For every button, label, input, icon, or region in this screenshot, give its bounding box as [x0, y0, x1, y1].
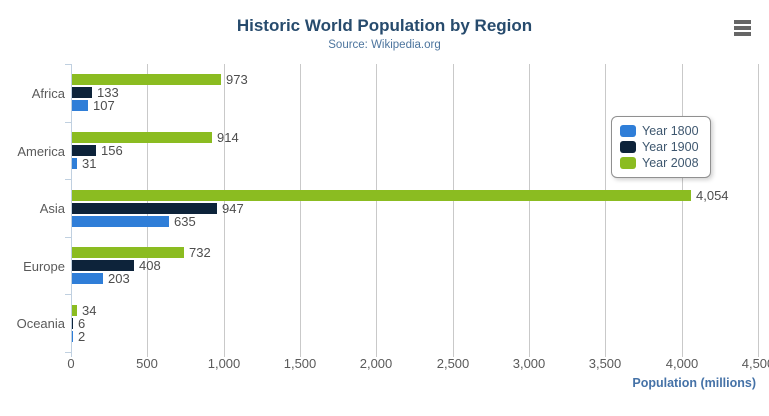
chart-subtitle: Source: Wikipedia.org — [328, 39, 441, 51]
bar-value-label-europe-year-1900: 408 — [139, 258, 161, 273]
legend-swatch-year-1800 — [620, 125, 636, 137]
plot-area: 973 133 107 914 156 31 4,054 947 635 732 408 203 34 6… — [65, 64, 759, 357]
legend-item-year-1800[interactable]: Year 1800 — [620, 123, 699, 139]
bar-value-label-oceania-year-2008: 34 — [82, 303, 97, 318]
x-axis-label-4000: 4,000 — [665, 356, 699, 371]
x-axis-label-3500: 3,500 — [588, 356, 622, 371]
bar-value-label-america-year-1900: 156 — [101, 143, 123, 158]
category-label-oceania: Oceania — [16, 315, 65, 331]
bar-value-label-africa-year-1800: 107 — [93, 98, 115, 113]
bar-asia-year-2008[interactable] — [72, 190, 691, 201]
x-axis-label-0: 0 — [67, 356, 75, 371]
bar-value-label-oceania-year-1900: 6 — [78, 316, 86, 331]
category-axis-line — [71, 64, 72, 357]
x-axis-tick-1500 — [300, 352, 301, 357]
context-menu-button[interactable] — [732, 19, 753, 39]
x-axis-label-2000: 2,000 — [359, 356, 393, 371]
bar-oceania-year-1800[interactable] — [72, 331, 73, 342]
value-axis-labels: 0 500 1,000 1,500 2,000 2,500 3,000 3,500 4,000 4… — [67, 356, 769, 372]
x-axis-label-3000: 3,000 — [512, 356, 546, 371]
category-label-europe: Europe — [23, 258, 65, 274]
category-axis-tick — [65, 352, 71, 353]
x-axis-tick-2000 — [376, 352, 377, 357]
bar-value-label-america-year-2008: 914 — [217, 130, 239, 145]
bar-oceania-year-2008[interactable] — [72, 305, 78, 316]
bar-europe-year-1800[interactable] — [72, 273, 103, 284]
bar-value-label-europe-year-1800: 203 — [108, 271, 130, 286]
x-axis-title: Population (millions) — [632, 376, 756, 390]
bar-value-label-africa-year-2008: 973 — [226, 72, 248, 87]
x-axis-label-2500: 2,500 — [436, 356, 470, 371]
gridline-1500 — [300, 64, 301, 352]
chart-title: Historic World Population by Region — [236, 16, 533, 35]
bar-america-year-1900[interactable] — [72, 145, 96, 156]
legend-label-year-2008: Year 2008 — [642, 156, 699, 170]
gridline-3500 — [605, 64, 606, 352]
bar-asia-year-1800[interactable] — [72, 216, 169, 227]
x-axis-label-1000: 1,000 — [207, 356, 241, 371]
gridline-2000 — [376, 64, 377, 352]
category-axis-tick — [65, 294, 71, 295]
bar-value-label-america-year-1800: 31 — [82, 156, 97, 171]
gridline-1000 — [224, 64, 225, 352]
bar-africa-year-1900[interactable] — [72, 87, 93, 98]
bar-asia-year-1900[interactable] — [72, 203, 217, 214]
x-axis-label-4500: 4,500 — [741, 356, 769, 371]
gridline-3000 — [529, 64, 530, 352]
bar-africa-year-2008[interactable] — [72, 74, 221, 85]
bar-europe-year-2008[interactable] — [72, 247, 184, 258]
category-axis-tick — [65, 237, 71, 238]
gridline-4500 — [758, 64, 759, 352]
hamburger-icon — [733, 20, 752, 36]
legend-label-year-1800: Year 1800 — [642, 124, 699, 138]
x-axis-tick-4000 — [682, 352, 683, 357]
bar-value-label-europe-year-2008: 732 — [189, 245, 211, 260]
bar-value-label-asia-year-1800: 635 — [174, 214, 196, 229]
category-axis-labels: Africa America Asia Europe Oceania — [0, 64, 65, 352]
legend-item-year-2008[interactable]: Year 2008 — [620, 155, 699, 171]
category-label-asia: Asia — [39, 200, 65, 216]
legend: Year 1800 Year 1900 Year 2008 — [611, 116, 711, 178]
category-axis-tick — [65, 179, 71, 180]
bar-value-label-oceania-year-1800: 2 — [78, 329, 86, 344]
bar-value-label-africa-year-1900: 133 — [97, 85, 119, 100]
category-label-america: America — [17, 143, 65, 159]
bar-europe-year-1900[interactable] — [72, 260, 135, 271]
bar-america-year-2008[interactable] — [72, 132, 212, 143]
legend-swatch-year-2008 — [620, 157, 636, 169]
x-axis-tick-2500 — [453, 352, 454, 357]
gridline-4000 — [682, 64, 683, 352]
x-axis-tick-500 — [147, 352, 148, 357]
category-axis-tick — [65, 64, 71, 65]
x-axis-tick-3500 — [605, 352, 606, 357]
x-axis-label-1500: 1,500 — [283, 356, 317, 371]
bar-america-year-1800[interactable] — [72, 158, 77, 169]
bar-value-label-asia-year-1900: 947 — [222, 201, 244, 216]
category-axis-tick — [65, 122, 71, 123]
x-axis-label-500: 500 — [136, 356, 158, 371]
x-axis-tick-3000 — [529, 352, 530, 357]
category-label-africa: Africa — [31, 85, 65, 101]
x-axis-tick-1000 — [224, 352, 225, 357]
legend-label-year-1900: Year 1900 — [642, 140, 699, 154]
legend-swatch-year-1900 — [620, 141, 636, 153]
x-axis-tick-4500 — [758, 352, 759, 357]
bar-africa-year-1800[interactable] — [72, 100, 89, 111]
bar-value-label-asia-year-2008: 4,054 — [696, 188, 729, 203]
legend-item-year-1900[interactable]: Year 1900 — [620, 139, 699, 155]
bar-oceania-year-1900[interactable] — [72, 318, 73, 329]
gridline-2500 — [453, 64, 454, 352]
